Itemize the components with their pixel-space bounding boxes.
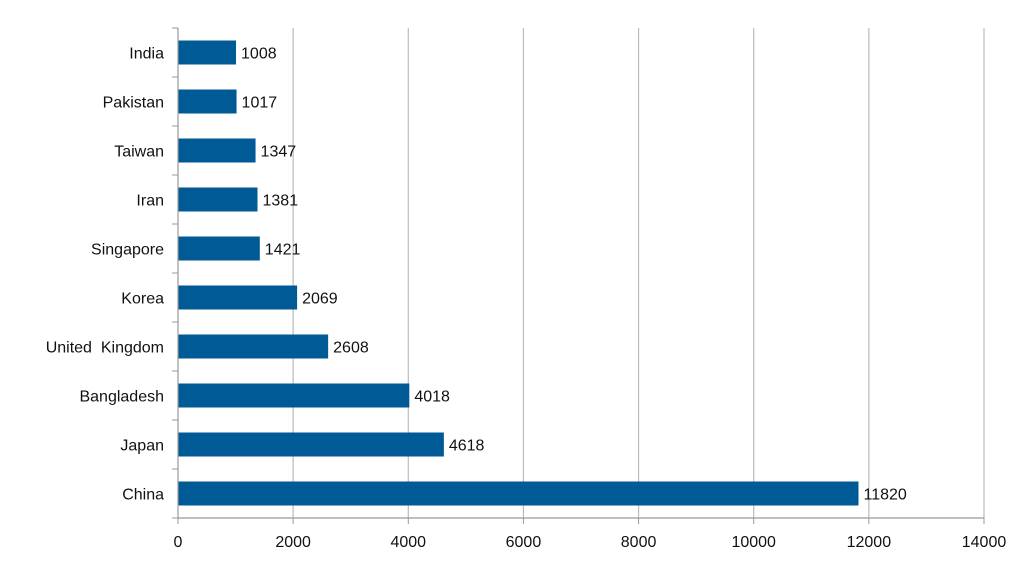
bar xyxy=(178,40,237,65)
bar xyxy=(178,432,444,457)
x-tick-label: 10000 xyxy=(731,534,776,551)
category-label: United Kingdom xyxy=(46,340,164,357)
data-label: 4018 xyxy=(414,389,450,406)
data-label: 2608 xyxy=(333,340,369,357)
x-tick-label: 4000 xyxy=(390,534,426,551)
category-label: Taiwan xyxy=(114,144,164,161)
bar xyxy=(178,89,237,114)
x-tick-label: 0 xyxy=(174,534,183,551)
gridlines xyxy=(292,28,985,518)
data-label: 2069 xyxy=(302,291,338,308)
bar xyxy=(178,481,859,506)
category-label: Pakistan xyxy=(103,95,164,112)
category-label: Singapore xyxy=(91,242,164,259)
bar xyxy=(178,285,298,310)
x-tick-label: 14000 xyxy=(962,534,1007,551)
data-label: 11820 xyxy=(863,487,906,504)
data-label: 1347 xyxy=(261,144,297,161)
category-label: Iran xyxy=(136,193,164,210)
tick-labels: 0 2000 4000 6000 8000 10000 12000 14000 xyxy=(174,534,1007,551)
category-label: China xyxy=(122,487,164,504)
bars xyxy=(178,40,859,506)
bar xyxy=(178,187,258,212)
category-label: Bangladesh xyxy=(79,389,164,406)
data-label: 1421 xyxy=(265,242,301,259)
x-tick-label: 8000 xyxy=(621,534,657,551)
x-tick-label: 12000 xyxy=(847,534,892,551)
x-tick-label: 2000 xyxy=(275,534,311,551)
data-label: 1381 xyxy=(263,193,299,210)
bar xyxy=(178,236,260,261)
category-label: India xyxy=(129,46,164,63)
axes xyxy=(172,27,985,524)
category-label: Japan xyxy=(120,438,164,455)
category-labels: India Pakistan Taiwan Iran Singapore Korea Uni… xyxy=(46,46,164,504)
data-label: 1008 xyxy=(241,46,277,63)
x-tick-label: 6000 xyxy=(506,534,542,551)
data-label: 4618 xyxy=(449,438,485,455)
data-label: 1017 xyxy=(242,95,278,112)
bar xyxy=(178,334,329,359)
bar xyxy=(178,138,256,163)
category-label: Korea xyxy=(121,291,164,308)
bar xyxy=(178,383,410,408)
data-labels: 1008 1017 1347 1381 1421 2069 2608 4018 4618 1182… xyxy=(241,46,907,504)
